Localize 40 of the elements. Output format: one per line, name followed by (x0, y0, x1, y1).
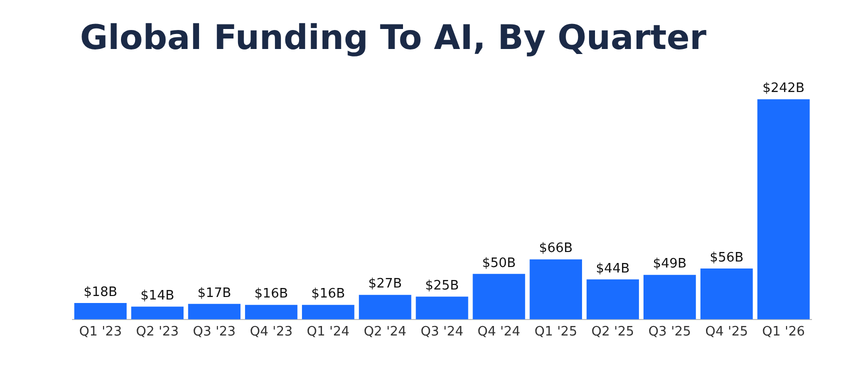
x-tick-label: Q2 '24 (364, 324, 406, 340)
bar (188, 304, 240, 320)
bar (530, 259, 582, 320)
bar (302, 304, 354, 320)
x-tick-label: Q4 '24 (478, 324, 520, 340)
x-tick-label: Q4 '25 (705, 324, 748, 340)
bar (245, 304, 298, 320)
bar (74, 303, 127, 320)
x-tick-label: Q4 '23 (250, 324, 293, 340)
data-label: $25B (425, 278, 459, 294)
bar (586, 279, 639, 320)
data-label: $18B (84, 284, 118, 300)
data-label: $50B (482, 256, 516, 271)
x-tick-label: Q3 '23 (192, 324, 236, 340)
bar (472, 274, 526, 320)
bar (644, 274, 696, 320)
bar (358, 294, 412, 320)
data-label: $16B (311, 286, 346, 302)
x-tick-label: Q3 '24 (420, 324, 464, 340)
x-tick-label: Q2 '23 (136, 324, 179, 340)
x-tick-label: Q1 '24 (306, 324, 350, 340)
data-label: $242B (762, 81, 805, 96)
bar (131, 306, 184, 320)
data-label: $14B (140, 288, 174, 304)
x-tick-label: Q2 '25 (591, 324, 634, 340)
x-tick-label: Q1 '25 (534, 324, 578, 340)
bar (757, 99, 810, 320)
data-label: $56B (710, 250, 744, 266)
bar (416, 296, 468, 320)
data-label: $17B (197, 286, 232, 301)
data-label: $66B (538, 241, 573, 256)
data-label: $16B (254, 286, 288, 302)
x-tick-label: Q3 '25 (648, 324, 692, 340)
chart-title: Global Funding To AI, By Quarter (80, 18, 706, 58)
data-label: $44B (596, 261, 630, 276)
x-tick-label: Q1 '23 (79, 324, 122, 340)
bar (700, 268, 753, 320)
x-tick-label: Q1 '26 (762, 324, 805, 340)
data-label: $27B (368, 276, 402, 292)
data-label: $49B (652, 256, 687, 272)
